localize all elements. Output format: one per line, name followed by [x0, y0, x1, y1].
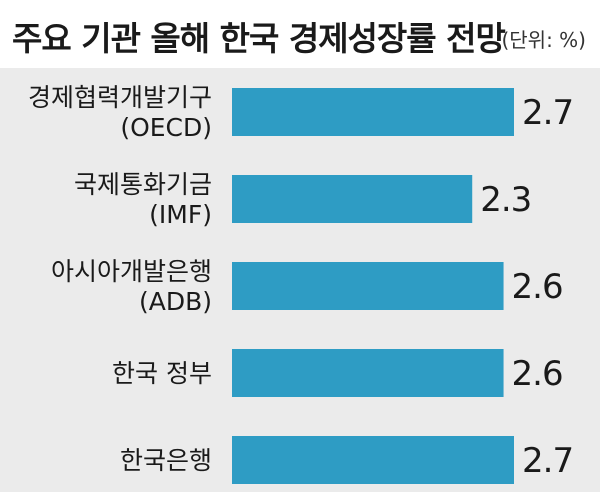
bar-0: [232, 88, 514, 136]
category-label-0-0: 경제협력개발기구: [28, 83, 212, 112]
chart-header: 주요 기관 올해 한국 경제성장률 전망 (단위: %): [0, 0, 600, 68]
chart-title: 주요 기관 올해 한국 경제성장률 전망: [12, 19, 506, 58]
value-label-4: 2.7: [522, 441, 573, 481]
category-label-4-0: 한국은행: [120, 446, 212, 475]
value-label-1: 2.3: [480, 180, 531, 220]
category-label-3-0: 한국 정부: [112, 359, 212, 388]
bar-1: [232, 175, 473, 223]
bar-3: [232, 349, 504, 397]
bar-2: [232, 262, 504, 310]
value-label-2: 2.6: [512, 267, 563, 307]
bar-4: [232, 436, 514, 484]
plot-area: 2.7 경제협력개발기구 (OECD) 2.3 국제통화기금 (IMF) 2.6 아시아개발은…: [0, 68, 600, 492]
category-label-2-0: 아시아개발은행: [51, 257, 212, 286]
category-label-1-0: 국제통화기금: [74, 170, 212, 199]
value-label-3: 2.6: [512, 354, 563, 394]
category-label-1-1: (IMF): [149, 200, 212, 229]
category-label-2-1: (ADB): [139, 287, 212, 316]
value-label-0: 2.7: [522, 93, 573, 133]
unit-label: (단위: %): [501, 28, 586, 52]
category-label-0-1: (OECD): [120, 113, 212, 142]
bar-chart: 2.7 경제협력개발기구(OECD) 2.3 국제통화기금(IMF) 2.6 아시아개발은…: [28, 83, 574, 484]
